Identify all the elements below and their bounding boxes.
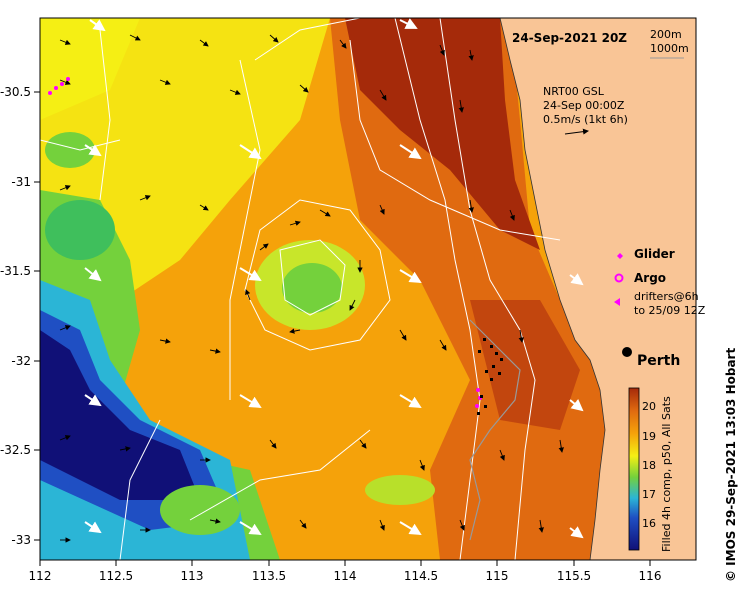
colorbar-gradient: [628, 387, 640, 551]
x-tick-label: 115: [486, 569, 509, 583]
y-tick-label: -32: [11, 354, 31, 368]
colorbar-tick: 16: [642, 517, 656, 530]
current-vectors: [59, 34, 564, 543]
plot-frame: [39, 17, 697, 561]
legend-drifters-line2: to 25/09 12Z: [634, 304, 706, 317]
legend-glider: Glider: [634, 247, 675, 261]
currents-scale: 0.5m/s (1kt 6h): [543, 113, 628, 126]
legend-drifters-line1: drifters@6h: [634, 290, 699, 303]
x-tick-label: 114.5: [404, 569, 438, 583]
perth-marker: [622, 347, 632, 357]
x-tick-label: 113.5: [252, 569, 286, 583]
credit-text: © IMOS 29-Sep-2021 13:03 Hobart: [724, 348, 738, 582]
colorbar-tick: 20: [642, 400, 656, 413]
x-tick-label: 114: [334, 569, 357, 583]
depth-200m: [469, 319, 521, 541]
x-tick-label: 112.5: [99, 569, 133, 583]
y-tick-label: -30.5: [0, 85, 31, 99]
y-tick-label: -32.5: [0, 443, 31, 457]
y-tick-label: -31.5: [0, 264, 31, 278]
contour-label-1000m: 1000m: [650, 42, 689, 55]
y-tick-label: -31: [11, 175, 31, 189]
y-axis: -30.5 -31 -31.5 -32 -32.5 -33: [0, 85, 40, 547]
colorbar-tick: 18: [642, 459, 656, 472]
place-label-perth: Perth: [637, 353, 680, 369]
contour-label-200m: 200m: [650, 28, 682, 41]
x-tick-label: 115.5: [557, 569, 591, 583]
x-tick-label: 113: [181, 569, 204, 583]
glider-legend-icon: [617, 253, 623, 259]
australia-coast: [499, 18, 696, 560]
map-date-title: 24-Sep-2021 20Z: [512, 31, 627, 45]
scale-arrow: [564, 128, 589, 135]
y-tick-label: -33: [11, 533, 31, 547]
colorbar-tick: 19: [642, 430, 656, 443]
sst-field: [40, 18, 696, 560]
argo-legend-icon: [614, 273, 624, 283]
legend-argo: Argo: [634, 271, 666, 285]
drifter-legend-icon: [614, 298, 620, 306]
mooring-markers: [477, 338, 503, 415]
colorbar-tick: 17: [642, 488, 656, 501]
x-tick-label: 112: [29, 569, 52, 583]
marker-legend: Glider Argo drifters@6h to 25/09 12Z: [614, 247, 706, 317]
x-tick-label: 116: [639, 569, 662, 583]
drifter-vectors: [84, 18, 584, 539]
x-axis: 112 112.5 113 113.5 114 114.5 115 115.5 …: [29, 560, 662, 583]
currents-date: 24-Sep 00:00Z: [543, 99, 625, 112]
currents-title: NRT00 GSL: [543, 85, 605, 98]
colorbar: 20 19 18 17 16 Filled 4h comp, p50, All …: [628, 387, 673, 552]
colorbar-title: Filled 4h comp, p50, All Sats: [660, 396, 673, 552]
